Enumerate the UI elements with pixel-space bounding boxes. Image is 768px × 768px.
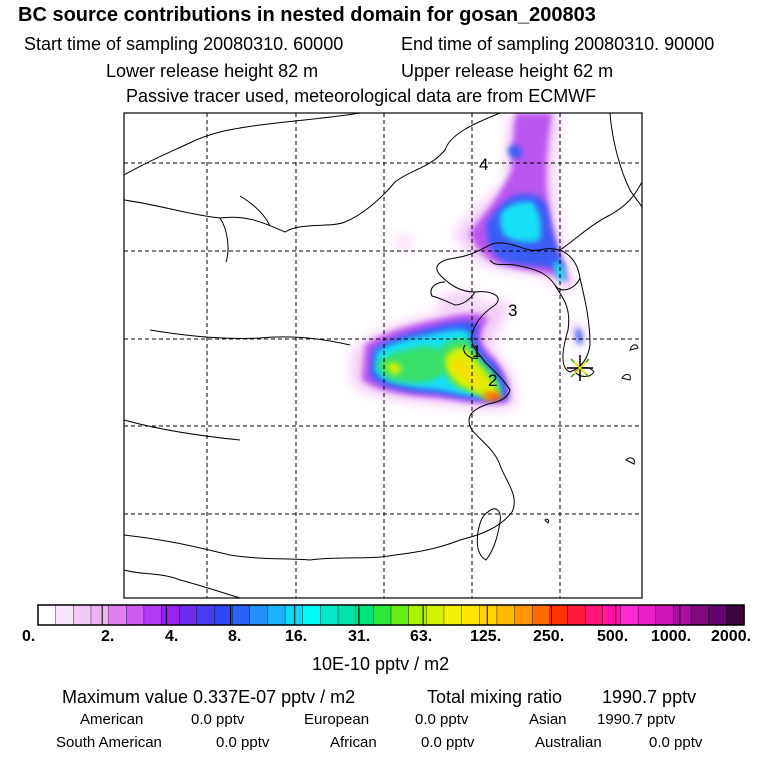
coastline-layer [124, 113, 642, 598]
graticule [124, 113, 642, 598]
colorbar-tick-5: 31. [348, 628, 371, 645]
colorbar-cell [196, 604, 216, 626]
region-european-name: European [304, 711, 370, 728]
colorbar-cell [567, 604, 586, 626]
region-african-value: 0.0 pptv [421, 734, 475, 751]
region-african-name: African [330, 734, 377, 751]
colorbar-tick-3: 8. [228, 628, 242, 645]
colorbar-tick-6: 63. [410, 628, 433, 645]
colorbar-cell [390, 604, 410, 626]
region-south-american-name: South American [56, 734, 162, 751]
colorbar-cell [479, 604, 498, 626]
colorbar-cell [143, 604, 163, 626]
colorbar-cell [602, 604, 622, 626]
maximum-value-label: Maximum value 0.337E-07 pptv / m2 [62, 687, 356, 707]
colorbar-unit-label: 10E-10 pptv / m2 [312, 654, 450, 674]
colorbar-cell [73, 604, 92, 626]
source-marker-2: 2 [488, 371, 497, 390]
colorbar-tick-7: 125. [470, 628, 502, 645]
total-mixing-ratio-value: 1990.7 pptv [602, 687, 697, 707]
tracer-note: Passive tracer used, meteorological data… [126, 86, 597, 106]
start-time-label: Start time of sampling 20080310. 60000 [24, 34, 344, 54]
source-marker-1: 1 [472, 342, 481, 361]
colorbar-cell [584, 604, 604, 626]
colorbar-cell [708, 604, 728, 626]
colorbar-tick-9: 500. [597, 628, 629, 645]
colorbar-cell [443, 604, 463, 626]
colorbar-cell [461, 604, 480, 626]
colorbar-cell [267, 604, 286, 626]
colorbar-cell [637, 604, 657, 626]
colorbar-cell [320, 604, 339, 626]
plot-title: BC source contributions in nested domain… [18, 4, 596, 26]
region-european-value: 0.0 pptv [415, 711, 469, 728]
colorbar-frame [37, 604, 745, 626]
colorbar-cell [178, 604, 198, 626]
colorbar-tick-10: 1000. [651, 628, 692, 645]
total-mixing-ratio-label: Total mixing ratio [427, 687, 563, 707]
colorbar-tick-2: 4. [165, 628, 179, 645]
region-australian-value: 0.0 pptv [649, 734, 703, 751]
colorbar-cell [231, 604, 251, 626]
upper-release-height-label: Upper release height 62 m [401, 61, 614, 81]
colorbar-cell [655, 604, 675, 626]
colorbar-cell [532, 604, 551, 626]
colorbar-tick-4: 16. [285, 628, 308, 645]
source-marker-4: 4 [479, 155, 488, 174]
colorbar-cell [408, 604, 427, 626]
colorbar-cell [373, 604, 392, 626]
colorbar-cell [337, 604, 357, 626]
star-marker-icon [567, 355, 593, 381]
map-frame [123, 112, 643, 599]
source-marker-3: 3 [508, 301, 517, 320]
colorbar-cell [284, 604, 304, 626]
colorbar-tick-8: 250. [533, 628, 565, 645]
region-south-american-value: 0.0 pptv [216, 734, 270, 751]
region-asian-name: Asian [529, 711, 567, 728]
colorbar-cell [726, 604, 745, 626]
colorbar-cell [126, 604, 145, 626]
colorbar-tick-11: 2000. [711, 628, 752, 645]
lower-release-height-label: Lower release height 82 m [106, 61, 319, 81]
region-american-name: American [80, 711, 144, 728]
colorbar-cell [108, 604, 127, 626]
colorbar-cell [496, 604, 516, 626]
colorbar-cell [214, 604, 233, 626]
colorbar-cell [161, 604, 180, 626]
colorbar-cell [549, 604, 569, 626]
colorbar-cell [302, 604, 322, 626]
colorbar-cell [673, 604, 692, 626]
colorbar-cell [37, 604, 57, 626]
end-time-label: End time of sampling 20080310. 90000 [401, 34, 715, 54]
colorbar-cell [620, 604, 639, 626]
colorbar-cell [514, 604, 533, 626]
colorbar-cell [690, 604, 710, 626]
region-asian-value: 1990.7 pptv [597, 711, 676, 728]
colorbar-tick-0: 0. [22, 628, 36, 645]
colorbar-cell [249, 604, 269, 626]
region-australian-name: Australian [535, 734, 602, 751]
colorbar-cell [426, 604, 445, 626]
colorbar-cell [90, 604, 110, 626]
colorbar-cell [55, 604, 75, 626]
colorbar-tick-1: 2. [101, 628, 115, 645]
region-american-value: 0.0 pptv [191, 711, 245, 728]
